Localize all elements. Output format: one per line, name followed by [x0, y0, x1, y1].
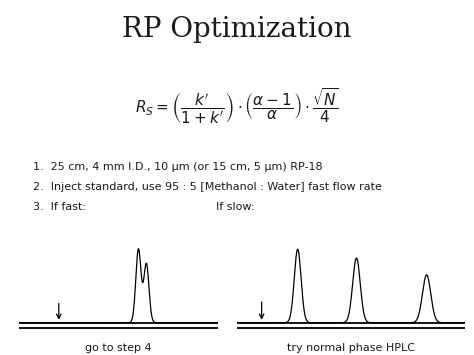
Text: If slow:: If slow: [216, 202, 254, 212]
Text: go to step 4: go to step 4 [85, 343, 152, 353]
Text: 2.  Inject standard, use 95 : 5 [Methanol : Water] fast flow rate: 2. Inject standard, use 95 : 5 [Methanol… [33, 182, 382, 192]
Text: RP Optimization: RP Optimization [122, 16, 352, 43]
Text: $R_S = \left(\dfrac{k'}{1+k'}\right)\cdot\left(\dfrac{\alpha-1}{\alpha}\right)\c: $R_S = \left(\dfrac{k'}{1+k'}\right)\cdo… [135, 87, 339, 126]
Text: 3.  If fast:: 3. If fast: [33, 202, 86, 212]
Text: 1.  25 cm, 4 mm I.D., 10 μm (or 15 cm, 5 μm) RP-18: 1. 25 cm, 4 mm I.D., 10 μm (or 15 cm, 5 … [33, 162, 323, 171]
Text: try normal phase HPLC: try normal phase HPLC [287, 343, 415, 353]
